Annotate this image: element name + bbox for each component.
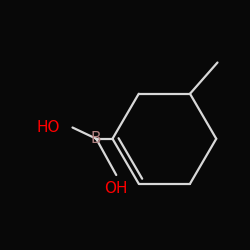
Text: OH: OH — [104, 181, 128, 196]
Text: B: B — [91, 131, 102, 146]
Text: HO: HO — [37, 120, 60, 135]
